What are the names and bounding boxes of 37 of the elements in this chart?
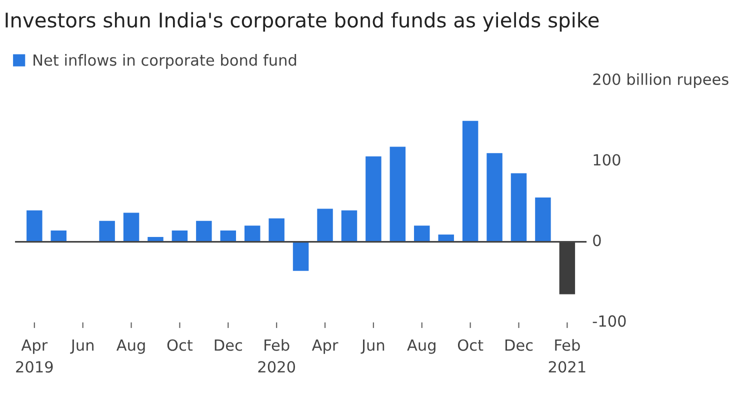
bar bbox=[317, 208, 333, 242]
bar bbox=[196, 220, 212, 242]
x-tick-label: Dec bbox=[505, 340, 533, 351]
bar bbox=[462, 120, 478, 242]
x-tick-label: Apr 2019 bbox=[16, 340, 53, 373]
bar bbox=[50, 230, 66, 242]
y-tick-label: 100 bbox=[594, 154, 620, 166]
bar bbox=[486, 153, 502, 242]
bar bbox=[366, 156, 382, 242]
chart-title: Investors shun India's corporate bond funds as yields spike bbox=[6, 12, 599, 32]
y-tick-label: 0 bbox=[593, 234, 601, 246]
bar bbox=[510, 173, 527, 242]
bar bbox=[123, 212, 140, 242]
x-tick-label: Apr bbox=[312, 340, 338, 354]
bar bbox=[26, 210, 42, 242]
x-tick-label: Oct bbox=[167, 339, 193, 351]
x-tick-label: Aug bbox=[407, 340, 436, 354]
x-tick-label: Oct bbox=[458, 339, 484, 351]
legend-label: Net inflows in corporate bond fund bbox=[34, 54, 296, 69]
bar bbox=[244, 226, 260, 242]
y-tick-label: -100 bbox=[592, 315, 626, 327]
x-tick-label: Feb 2021 bbox=[548, 339, 586, 373]
bar bbox=[341, 210, 358, 242]
x-tick-label: Dec bbox=[214, 340, 242, 351]
bar bbox=[268, 218, 284, 242]
x-tick-label: Aug bbox=[116, 340, 145, 354]
x-tick-label: Feb 2020 bbox=[258, 339, 296, 373]
bar bbox=[535, 197, 551, 242]
bar bbox=[172, 230, 188, 242]
x-tick-label: Jun bbox=[360, 340, 384, 354]
bar bbox=[220, 230, 236, 242]
x-tick-label: Jun bbox=[70, 340, 94, 354]
bar bbox=[292, 242, 309, 271]
bar bbox=[390, 146, 406, 242]
bar bbox=[414, 226, 430, 242]
y-tick-label: 200 billion rupees bbox=[593, 73, 728, 88]
bar bbox=[99, 220, 115, 242]
